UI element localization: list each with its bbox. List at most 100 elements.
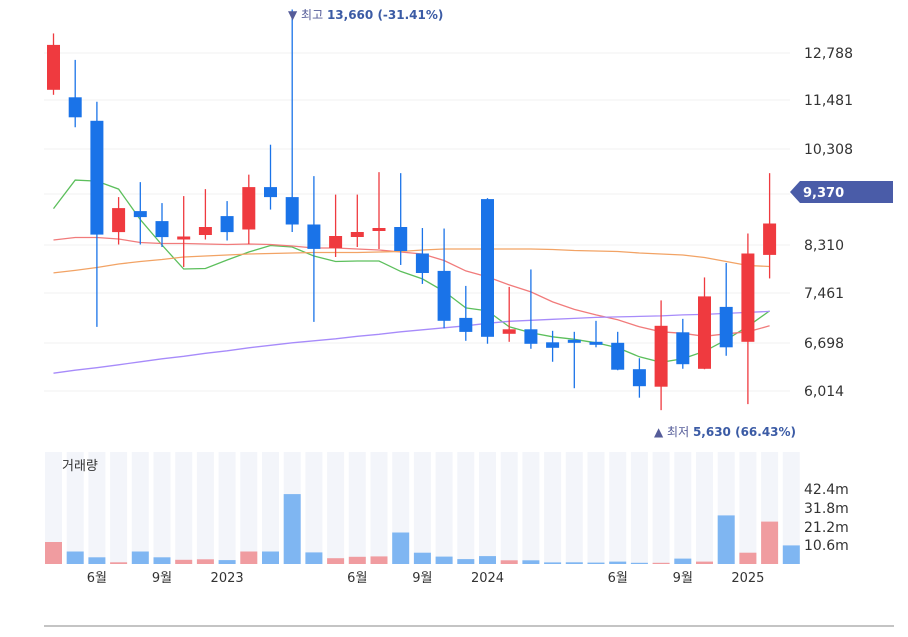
candle[interactable]: [220, 201, 234, 241]
candle[interactable]: [242, 174, 256, 245]
candle-body: [741, 253, 755, 342]
high-annotation-value: 13,660 (-31.41%): [327, 8, 443, 22]
volume-column-bg: [500, 452, 518, 564]
candle[interactable]: [112, 197, 126, 245]
volume-bar: [110, 562, 128, 564]
candle-body: [264, 187, 277, 198]
candle[interactable]: [698, 277, 711, 370]
candle[interactable]: [177, 196, 191, 267]
candle[interactable]: [372, 172, 386, 249]
low-annotation-value: 5,630 (66.43%): [693, 425, 796, 439]
volume-column-bg: [413, 452, 431, 564]
candle[interactable]: [654, 300, 668, 411]
time-tick-label: 2025: [731, 571, 764, 586]
candle[interactable]: [350, 194, 364, 247]
candle-body: [394, 227, 408, 251]
candle-body: [47, 44, 60, 90]
volume-column-bg: [45, 452, 62, 564]
moving-average-line: [52, 179, 770, 363]
volume-column-bg: [782, 452, 800, 564]
volume-column-bg: [696, 452, 713, 564]
candle[interactable]: [676, 318, 690, 369]
volume-bar: [175, 559, 193, 564]
candle[interactable]: [567, 331, 581, 389]
price-tick-label: 10,308: [804, 142, 853, 158]
candle-body: [155, 221, 169, 238]
volume-axis: 42.4m 31.8m 21.2m 10.6m: [804, 482, 849, 554]
candle[interactable]: [481, 198, 494, 344]
time-tick-label: 6월: [347, 571, 367, 586]
volume-bar: [696, 561, 713, 564]
volume-column-bg: [348, 452, 366, 564]
price-tick-label: 6,014: [804, 384, 844, 400]
candle-body: [589, 341, 603, 345]
volume-bar: [609, 561, 627, 564]
volume-bar: [305, 552, 323, 564]
moving-average-line: [53, 236, 770, 337]
candle[interactable]: [264, 144, 277, 210]
volume-title: 거래량: [62, 459, 98, 474]
time-tick-label: 9월: [673, 571, 693, 586]
candle[interactable]: [133, 182, 147, 245]
volume-column-bg: [175, 452, 193, 564]
volume-bar: [370, 556, 388, 564]
candle-body: [350, 232, 364, 237]
candle[interactable]: [68, 59, 82, 128]
candle[interactable]: [632, 358, 646, 398]
candle-body: [481, 199, 494, 337]
time-axis: 6월 9월 2023 6월 9월 2024 6월 9월 2025: [87, 571, 765, 586]
candlestick-series[interactable]: [47, 9, 777, 411]
candle-body: [437, 270, 451, 321]
candle[interactable]: [546, 330, 560, 362]
candle[interactable]: [155, 203, 169, 247]
volume-bar: [153, 557, 171, 564]
volume-bar: [413, 552, 431, 564]
candle-body: [524, 329, 538, 344]
candle[interactable]: [307, 176, 321, 322]
volume-bar: [262, 551, 279, 564]
candle[interactable]: [415, 228, 429, 284]
candle[interactable]: [437, 228, 451, 329]
candle[interactable]: [719, 262, 733, 356]
candle-body: [68, 97, 82, 118]
candle-body: [372, 228, 386, 231]
candle-body: [177, 236, 191, 240]
candle[interactable]: [524, 269, 538, 349]
volume-bar: [240, 551, 258, 564]
volume-column-bg: [196, 452, 214, 564]
volume-bars: [45, 494, 800, 564]
candle-body: [415, 253, 429, 273]
candle-body: [90, 120, 104, 235]
volume-column-bg: [630, 452, 648, 564]
candle[interactable]: [47, 33, 60, 95]
volume-bar: [283, 494, 301, 564]
candle[interactable]: [90, 101, 104, 327]
volume-bar: [761, 521, 779, 564]
candle-body: [112, 208, 126, 233]
volume-bar: [327, 558, 345, 564]
candle-body: [133, 211, 147, 218]
candle[interactable]: [198, 189, 212, 240]
candle[interactable]: [502, 286, 516, 342]
volume-column-bg: [327, 452, 345, 564]
volume-bar: [739, 552, 757, 564]
candle[interactable]: [394, 173, 408, 265]
candle[interactable]: [589, 320, 603, 348]
volume-bar: [196, 559, 214, 564]
current-price-badge: 9,370: [790, 181, 893, 203]
candle[interactable]: [741, 233, 755, 405]
candle-body: [198, 227, 212, 235]
candle[interactable]: [285, 9, 299, 233]
candle[interactable]: [611, 331, 625, 371]
volume-bar: [630, 562, 648, 564]
volume-column-bg: [435, 452, 453, 564]
candle[interactable]: [329, 194, 343, 257]
volume-column-bg: [522, 452, 540, 564]
candle[interactable]: [763, 173, 777, 279]
candle-body: [719, 306, 733, 348]
volume-bar: [565, 562, 583, 564]
volume-column-bg: [457, 452, 475, 564]
candle[interactable]: [459, 285, 473, 341]
volume-bar: [500, 560, 518, 564]
volume-column-bg: [544, 452, 562, 564]
